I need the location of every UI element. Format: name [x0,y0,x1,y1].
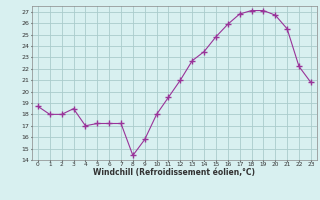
X-axis label: Windchill (Refroidissement éolien,°C): Windchill (Refroidissement éolien,°C) [93,168,255,177]
